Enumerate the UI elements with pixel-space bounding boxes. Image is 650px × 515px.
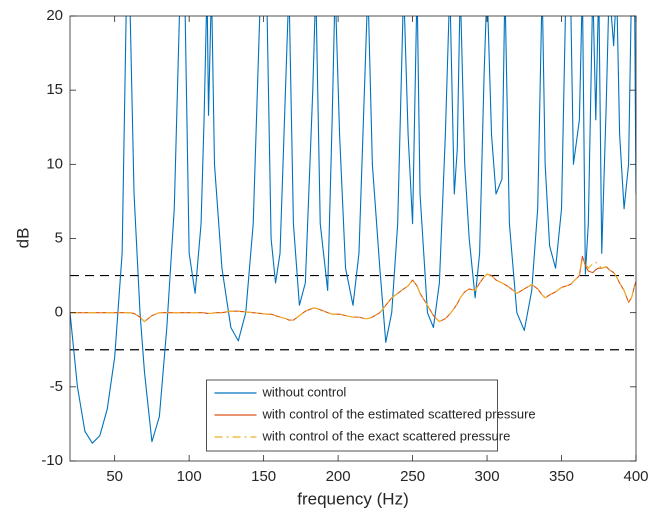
y-tick-label: 20 (46, 7, 63, 24)
x-tick-label: 100 (177, 468, 202, 485)
y-tick-label: 15 (46, 81, 63, 98)
y-axis-label: dB (13, 228, 32, 249)
y-tick-label: -5 (50, 378, 63, 395)
x-tick-label: 300 (475, 468, 500, 485)
x-tick-label: 200 (326, 468, 351, 485)
y-tick-label: 5 (55, 229, 63, 246)
x-tick-label: 50 (106, 468, 123, 485)
legend-label: without control (262, 384, 347, 399)
legend-label: with control of the exact scattered pres… (262, 428, 511, 443)
x-tick-label: 400 (623, 468, 648, 485)
legend: without control with control of the estim… (206, 379, 536, 452)
x-tick-label: 250 (400, 468, 425, 485)
y-tick-label: 0 (55, 304, 63, 321)
x-tick-label: 350 (549, 468, 574, 485)
y-tick-label: -10 (41, 452, 63, 469)
x-tick-label: 150 (251, 468, 276, 485)
legend-label: with control of the estimated scattered … (262, 406, 536, 421)
y-tick-label: 10 (46, 155, 63, 172)
series-line (70, 16, 636, 444)
x-axis-label: frequency (Hz) (297, 489, 408, 508)
series-line (70, 258, 636, 323)
plot-marks (70, 16, 636, 444)
